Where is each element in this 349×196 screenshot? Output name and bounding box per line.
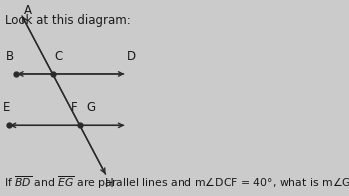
Text: B: B <box>6 50 14 63</box>
Text: H: H <box>104 177 113 190</box>
Text: F: F <box>70 101 77 114</box>
Text: If $\overline{BD}$ and $\overline{EG}$ are parallel lines and m$\angle$DCF = 40$: If $\overline{BD}$ and $\overline{EG}$ a… <box>4 175 349 191</box>
Text: G: G <box>87 101 96 114</box>
Text: E: E <box>3 101 10 114</box>
Text: D: D <box>127 50 136 63</box>
Text: A: A <box>24 4 32 17</box>
Text: Look at this diagram:: Look at this diagram: <box>5 14 131 27</box>
Text: C: C <box>55 50 63 63</box>
